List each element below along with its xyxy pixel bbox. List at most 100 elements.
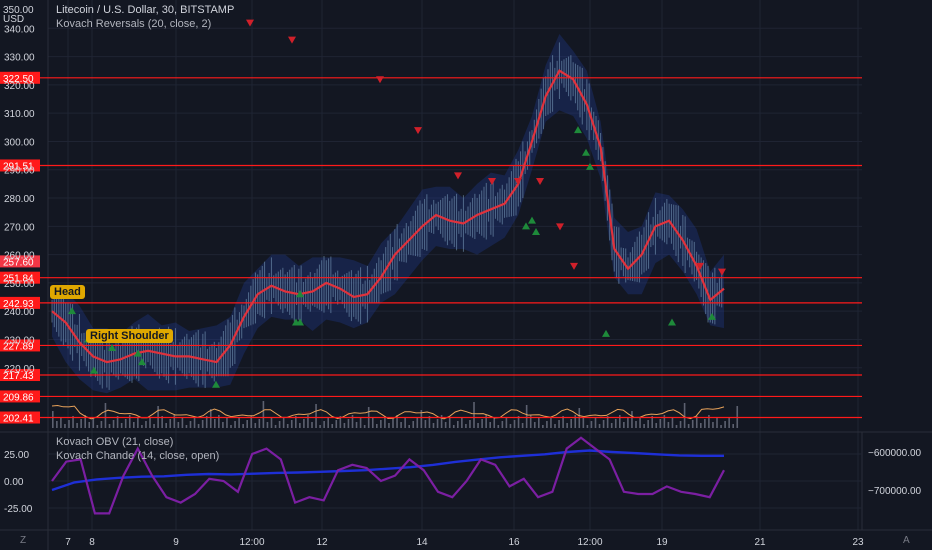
up-marker	[522, 222, 530, 230]
volume-bar	[128, 415, 131, 428]
volume-bar	[347, 419, 350, 428]
volume-bar	[691, 420, 694, 428]
time-tick: 19	[656, 537, 668, 548]
volume-oscillator	[51, 404, 725, 420]
volume-bar	[619, 415, 621, 428]
volume-bar	[120, 423, 123, 428]
volume-bar	[550, 417, 552, 428]
volume-bar	[388, 423, 390, 428]
volume-bar	[177, 422, 180, 428]
volume-bar	[440, 415, 443, 428]
volume-bar	[436, 419, 439, 428]
volume-bar	[222, 422, 224, 428]
level-label: 217.43	[3, 371, 34, 382]
volume-bar	[173, 415, 176, 428]
volume-bar	[724, 421, 726, 428]
price-tick: 220.00	[4, 364, 35, 375]
level-label-bg	[0, 159, 40, 172]
up-marker	[586, 162, 594, 170]
volume-bar	[457, 421, 459, 428]
volume-bar	[295, 416, 297, 428]
level-label: 322.50	[3, 74, 34, 85]
volume-bar	[712, 422, 714, 428]
volume-bar	[679, 421, 682, 428]
volume-bar	[185, 425, 188, 428]
volume-bar	[371, 417, 374, 428]
volume-bar	[56, 421, 58, 428]
volume-bar	[286, 424, 289, 428]
volume-bar	[149, 417, 151, 428]
volume-bar	[675, 425, 678, 428]
volume-bar	[614, 419, 617, 428]
level-label: 209.86	[3, 392, 34, 403]
level-label: 251.84	[3, 274, 34, 285]
chande-title: Kovach Chande (14, close, open)	[56, 450, 220, 462]
ma-line	[51, 69, 725, 364]
band-fill	[52, 33, 724, 394]
up-marker	[602, 329, 610, 337]
volume-bar	[250, 416, 253, 428]
volume-bar	[574, 415, 577, 428]
volume-bar	[404, 418, 406, 428]
volume-bar	[509, 424, 512, 428]
volume-bar	[339, 416, 342, 428]
volume-bar	[582, 418, 585, 428]
volume-bar	[525, 405, 528, 428]
price-tick: 260.00	[4, 251, 35, 262]
auto-scale-button[interactable]: A	[903, 535, 910, 546]
volume-bar	[517, 416, 520, 428]
volume-bar	[461, 417, 463, 428]
volume-bar	[400, 422, 402, 428]
time-tick: 21	[754, 537, 766, 548]
volume-bar	[323, 421, 325, 428]
volume-bar	[497, 425, 500, 428]
volume-bar	[602, 420, 605, 428]
volume-bar	[396, 415, 398, 428]
volume-bar	[432, 423, 435, 428]
volume-bar	[384, 416, 386, 428]
volume-bar	[52, 411, 54, 428]
down-marker	[556, 223, 564, 231]
time-tick: 12:00	[239, 537, 264, 548]
down-marker	[718, 268, 726, 276]
volume-bar	[145, 421, 147, 428]
price-tick: 320.00	[4, 81, 35, 92]
volume-bar	[671, 418, 674, 428]
volume-bar	[513, 420, 516, 428]
up-marker	[296, 290, 304, 298]
up-marker	[582, 148, 590, 156]
up-marker	[212, 380, 220, 388]
down-marker	[454, 172, 462, 180]
volume-bar	[424, 420, 427, 428]
volume-bar	[355, 422, 358, 428]
last-price-bg	[0, 255, 40, 268]
volume-bar	[315, 404, 317, 428]
volume-bar	[631, 411, 633, 428]
zoom-icon[interactable]: Z	[20, 535, 27, 546]
indicator-title: Kovach Reversals (20, close, 2)	[56, 18, 212, 30]
lower-pane: -25.00 0.00 25.00 −600000.00 −700000.00	[4, 436, 922, 515]
price-tick: 300.00	[4, 137, 35, 148]
time-tick: 12	[316, 537, 328, 548]
volume-bar	[60, 417, 62, 428]
volume-bar	[218, 415, 220, 428]
volume-bar	[76, 423, 78, 428]
volume-bar	[242, 424, 244, 428]
volume-bar	[234, 421, 236, 428]
time-tick: 7	[65, 537, 71, 548]
price-tick: 280.00	[4, 194, 35, 205]
volume-bar	[124, 419, 127, 428]
volume-bar	[473, 402, 475, 428]
level-label-bg	[0, 411, 40, 424]
volume-bar	[716, 418, 718, 428]
volume-bar	[108, 424, 111, 428]
volume-bar	[311, 422, 313, 428]
level-label: 242.93	[3, 299, 34, 310]
level-label-bg	[0, 390, 40, 403]
volume-bar	[278, 421, 281, 428]
volume-bar	[104, 403, 107, 428]
volume-bar	[416, 417, 419, 428]
right-shoulder-annotation: Right Shoulder	[86, 329, 173, 343]
volume-bar	[181, 418, 184, 428]
